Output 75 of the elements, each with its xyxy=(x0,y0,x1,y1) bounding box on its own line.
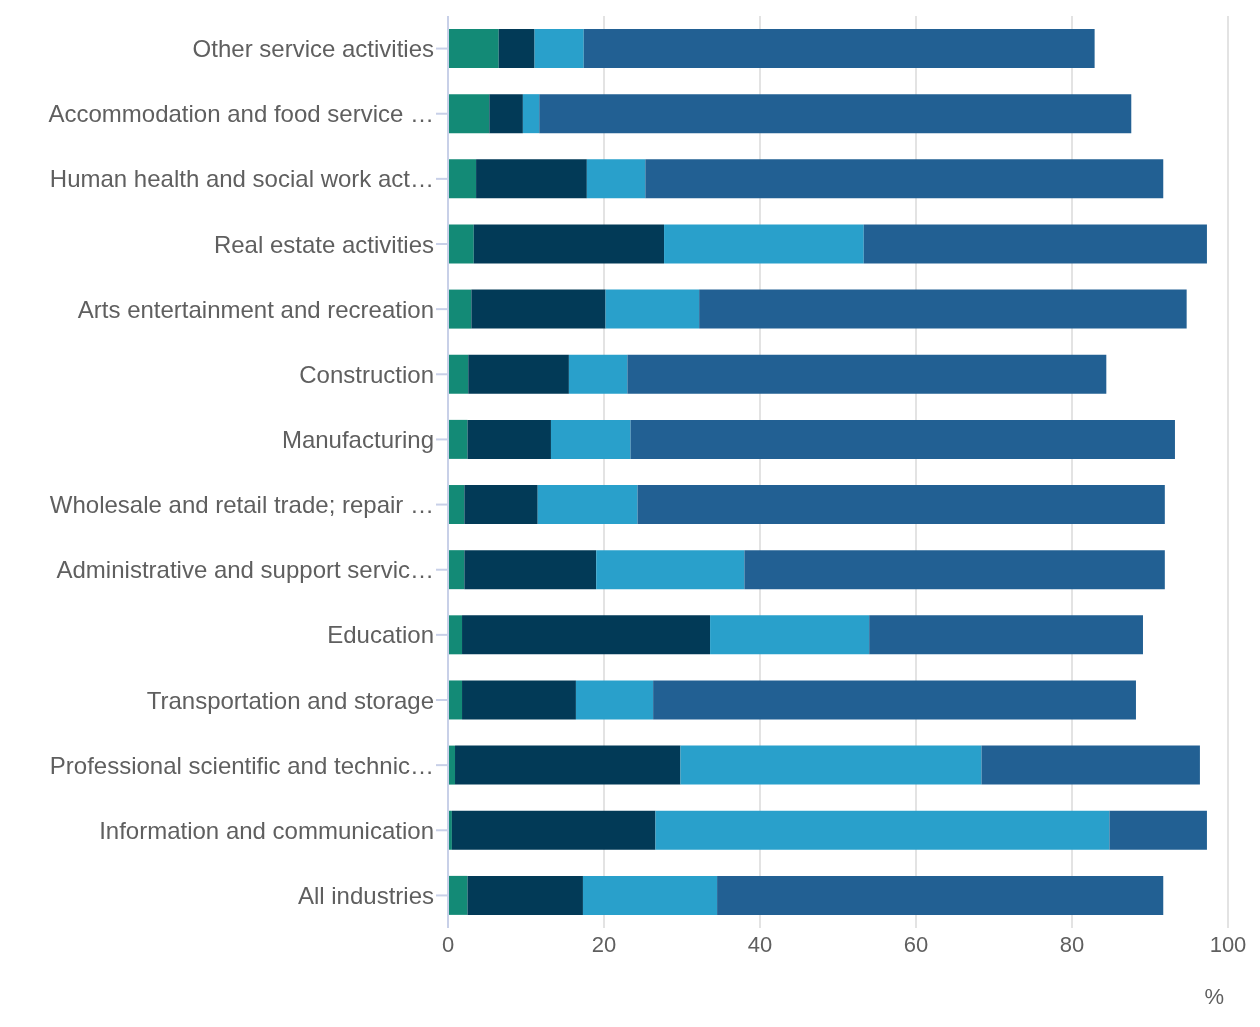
bar xyxy=(448,289,472,329)
bar xyxy=(664,224,864,264)
bar xyxy=(568,354,628,394)
bar xyxy=(596,550,745,590)
bar xyxy=(467,419,551,459)
bar xyxy=(448,419,468,459)
bar xyxy=(471,289,606,329)
bar xyxy=(473,224,665,264)
y-tick-label: Arts entertainment and recreation xyxy=(77,295,434,323)
bar xyxy=(710,615,870,655)
bar xyxy=(539,94,1132,134)
bar xyxy=(1109,810,1207,850)
bar xyxy=(451,810,656,850)
y-tick-label: Administrative and support servic… xyxy=(56,556,434,584)
bar xyxy=(653,680,1136,720)
x-tick-label: 0 xyxy=(441,931,455,957)
bar xyxy=(680,745,982,785)
bar xyxy=(863,224,1207,264)
bar xyxy=(448,224,474,264)
bar xyxy=(464,550,597,590)
y-tick-label: Information and communication xyxy=(99,816,434,844)
bar xyxy=(744,550,1165,590)
bar xyxy=(464,485,538,525)
x-tick-label: 100 xyxy=(1209,931,1247,957)
bar xyxy=(630,419,1175,459)
bar xyxy=(699,289,1187,329)
bar xyxy=(448,485,465,525)
bar xyxy=(637,485,1165,525)
y-tick-label: Wholesale and retail trade; repair … xyxy=(49,491,434,519)
bar xyxy=(627,354,1107,394)
bar xyxy=(586,159,646,199)
bar xyxy=(498,29,535,69)
y-tick-label: Construction xyxy=(299,360,434,388)
bar xyxy=(448,29,499,69)
bar xyxy=(448,159,477,199)
y-tick-label: Real estate activities xyxy=(213,230,434,258)
bar xyxy=(550,419,631,459)
bar xyxy=(655,810,1110,850)
bar xyxy=(462,680,576,720)
bar xyxy=(981,745,1200,785)
bar xyxy=(468,354,569,394)
y-tick-label: Education xyxy=(327,621,434,649)
bar xyxy=(489,94,523,134)
bar xyxy=(448,94,490,134)
x-axis-title: % xyxy=(1204,984,1224,1009)
bar xyxy=(582,875,718,915)
y-tick-label: Other service activities xyxy=(192,35,434,63)
bar xyxy=(448,550,465,590)
bar xyxy=(605,289,700,329)
bar xyxy=(448,615,463,655)
bar xyxy=(522,94,540,134)
bar xyxy=(455,745,681,785)
x-tick-label: 20 xyxy=(591,931,617,957)
bar xyxy=(462,615,711,655)
bar xyxy=(476,159,587,199)
x-tick-label: 40 xyxy=(747,931,773,957)
y-tick-label: Professional scientific and technic… xyxy=(49,751,434,779)
bar xyxy=(448,875,468,915)
x-tick-label: 60 xyxy=(903,931,929,957)
bar xyxy=(534,29,584,69)
bar xyxy=(869,615,1143,655)
x-tick-label: 80 xyxy=(1059,931,1085,957)
bar xyxy=(537,485,638,525)
bar xyxy=(467,875,583,915)
bar xyxy=(645,159,1164,199)
bar xyxy=(583,29,1095,69)
bar xyxy=(575,680,654,720)
y-tick-label: Accommodation and food service … xyxy=(48,100,434,128)
y-tick-label: Transportation and storage xyxy=(146,686,434,714)
bar xyxy=(717,875,1164,915)
bar xyxy=(448,680,463,720)
y-tick-label: Human health and social work act… xyxy=(49,165,434,193)
y-tick-label: All industries xyxy=(297,881,434,909)
y-tick-label: Manufacturing xyxy=(281,425,434,453)
bar xyxy=(448,354,469,394)
